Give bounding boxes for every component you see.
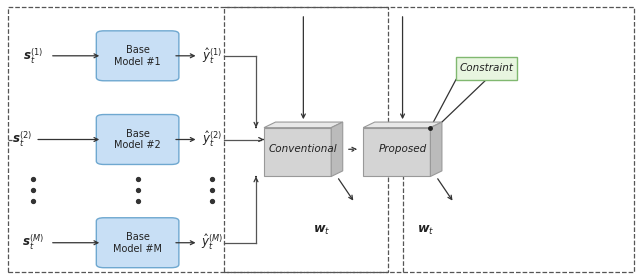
Text: $\hat{y}_t^{(M)}$: $\hat{y}_t^{(M)}$	[202, 233, 223, 252]
Polygon shape	[430, 122, 442, 176]
Text: $\boldsymbol{s}_t^{(1)}$: $\boldsymbol{s}_t^{(1)}$	[23, 46, 44, 66]
Text: $\boldsymbol{w}_t$: $\boldsymbol{w}_t$	[312, 224, 330, 237]
Text: $\hat{y}_t^{(1)}$: $\hat{y}_t^{(1)}$	[202, 46, 223, 66]
Text: $\boldsymbol{s}_t^{(2)}$: $\boldsymbol{s}_t^{(2)}$	[12, 130, 33, 149]
Polygon shape	[364, 122, 442, 128]
Text: Base
Model #1: Base Model #1	[115, 45, 161, 67]
Text: $\boldsymbol{w}_t$: $\boldsymbol{w}_t$	[417, 224, 435, 237]
Text: Conventional: Conventional	[269, 144, 338, 154]
Text: Proposed: Proposed	[378, 144, 427, 154]
Bar	[456, 57, 517, 80]
Text: Base
Model #2: Base Model #2	[114, 129, 161, 150]
Polygon shape	[264, 128, 332, 176]
Text: $\boldsymbol{s}_t^{(M)}$: $\boldsymbol{s}_t^{(M)}$	[22, 233, 44, 252]
Polygon shape	[364, 128, 430, 176]
Polygon shape	[332, 122, 343, 176]
Bar	[224, 7, 634, 272]
FancyBboxPatch shape	[96, 218, 179, 268]
FancyBboxPatch shape	[96, 115, 179, 165]
Text: Constraint: Constraint	[460, 63, 513, 73]
Text: Base
Model #M: Base Model #M	[113, 232, 162, 254]
Polygon shape	[264, 122, 343, 128]
Bar	[8, 7, 388, 272]
FancyBboxPatch shape	[96, 31, 179, 81]
Text: $\hat{y}_t^{(2)}$: $\hat{y}_t^{(2)}$	[202, 130, 223, 149]
